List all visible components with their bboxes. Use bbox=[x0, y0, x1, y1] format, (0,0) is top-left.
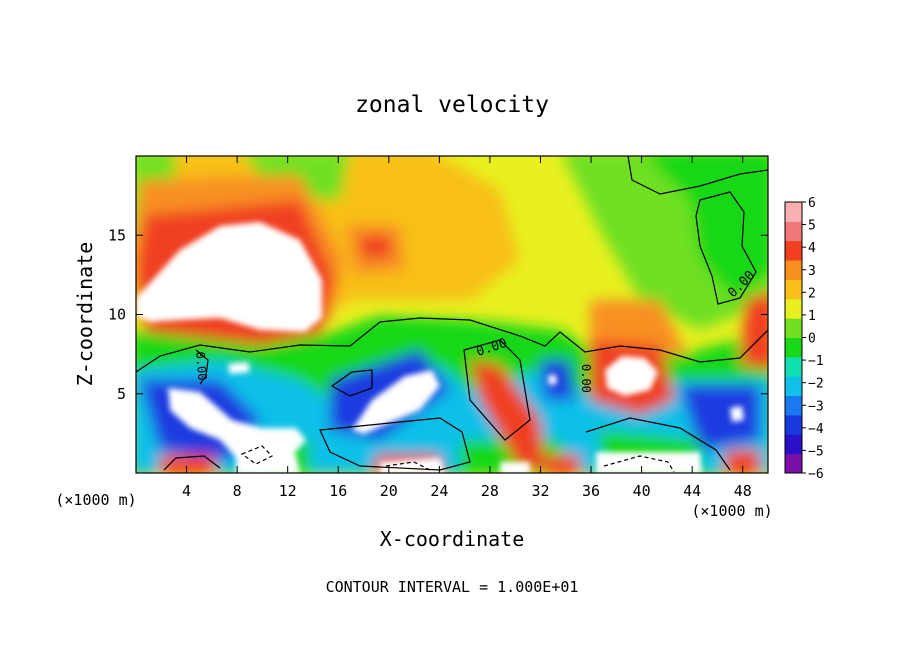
colorbar-swatch bbox=[785, 202, 802, 222]
contour-dashed-right bbox=[603, 455, 675, 473]
colorbar-label: 5 bbox=[808, 219, 816, 234]
colorbar-label: −3 bbox=[808, 399, 824, 414]
x-tick-label: 48 bbox=[734, 482, 752, 500]
chart-title: zonal velocity bbox=[355, 92, 549, 118]
colorbar-swatch bbox=[785, 414, 802, 435]
colorbar-label: 2 bbox=[808, 286, 816, 301]
contour-label: 0.00 bbox=[193, 351, 209, 381]
colorbar-label: 0 bbox=[808, 332, 816, 347]
colorbar-label: 1 bbox=[808, 309, 816, 324]
colorbar-label: 6 bbox=[808, 196, 816, 211]
saturated-region-upper-left bbox=[136, 222, 322, 332]
colorbar-swatch bbox=[785, 337, 802, 358]
x-tick-label: 24 bbox=[430, 482, 448, 500]
y-tick-label: 10 bbox=[108, 306, 126, 324]
x-tick-label: 16 bbox=[329, 482, 347, 500]
x-tick-label: 40 bbox=[633, 482, 651, 500]
colorbar-swatch bbox=[785, 395, 802, 416]
saturated-region-right bbox=[605, 356, 658, 396]
x-tick-label: 44 bbox=[683, 482, 701, 500]
colorbar-label: −5 bbox=[808, 444, 824, 459]
contour-lower-mid bbox=[319, 417, 471, 471]
mid-red-spot bbox=[360, 235, 392, 258]
colorbar-swatch bbox=[785, 318, 802, 338]
colorbar-swatch bbox=[785, 221, 802, 242]
y-tick-label: 5 bbox=[117, 385, 126, 403]
contour-top-right bbox=[627, 156, 768, 195]
colorbar-swatch bbox=[785, 240, 802, 261]
lower-red-streak bbox=[470, 360, 545, 470]
lower-blue-band bbox=[140, 350, 760, 460]
colorbar-swatch bbox=[785, 376, 802, 397]
contour-left-bump bbox=[195, 349, 209, 385]
colorbar-swatch bbox=[785, 260, 802, 280]
colorbar-label: −4 bbox=[808, 422, 824, 437]
contour-dashed-center bbox=[385, 461, 431, 471]
top-center-orange bbox=[420, 200, 505, 250]
colorbar-swatch bbox=[785, 356, 802, 377]
contour-dashed-left bbox=[240, 445, 274, 465]
x-tick-label: 4 bbox=[182, 482, 191, 500]
colorbar-label: −1 bbox=[808, 354, 824, 369]
x-axis-label: X-coordinate bbox=[380, 527, 525, 551]
colorbar-swatch bbox=[785, 298, 802, 319]
zero-contours bbox=[136, 156, 768, 473]
lower-green-patches bbox=[260, 430, 700, 473]
right-edge-red bbox=[740, 292, 768, 369]
upper-right-green-core bbox=[646, 156, 768, 300]
colorbar-label: −2 bbox=[808, 377, 824, 392]
x-tick-label: 28 bbox=[481, 482, 499, 500]
colorbar-label: −6 bbox=[808, 467, 824, 482]
contour-bottom-left bbox=[163, 455, 221, 471]
x-tick-label: 8 bbox=[233, 482, 242, 500]
contour-interval-note: CONTOUR INTERVAL = 1.000E+01 bbox=[326, 578, 579, 596]
y-tick-label: 15 bbox=[108, 226, 126, 244]
x-tick-label: 32 bbox=[531, 482, 549, 500]
x-tick-label: 20 bbox=[380, 482, 398, 500]
colorbar: −6 −5 −4 −3 −2 −1 0 1 2 3 4 5 6 bbox=[784, 196, 824, 482]
saturated-region-center bbox=[352, 370, 440, 434]
saturated-region-lower-left bbox=[168, 388, 306, 466]
contour-center-loop bbox=[463, 339, 531, 441]
x-unit-left: (×1000 m) bbox=[55, 491, 136, 509]
colorbar-label: 3 bbox=[808, 264, 816, 279]
contour-lower-boundary bbox=[136, 317, 768, 373]
x-tick-label: 12 bbox=[279, 482, 297, 500]
y-axis-label: Z-coordinate bbox=[73, 242, 97, 387]
colorbar-swatch bbox=[785, 279, 802, 300]
colorbar-label: 4 bbox=[808, 241, 816, 256]
contour-label: 0.00 bbox=[579, 364, 593, 393]
contour-mid-loop bbox=[330, 369, 373, 397]
colorbar-swatch bbox=[785, 453, 802, 474]
contour-lower-right bbox=[585, 417, 731, 471]
saturated-bottom-spots bbox=[236, 452, 702, 473]
colorbar-swatch bbox=[785, 434, 802, 455]
contour-right-loop bbox=[695, 191, 757, 305]
x-unit-right: (×1000 m) bbox=[691, 502, 772, 520]
velocity-field: 0.00 0.00 0.00 0.00 bbox=[136, 156, 768, 473]
x-tick-label: 36 bbox=[582, 482, 600, 500]
